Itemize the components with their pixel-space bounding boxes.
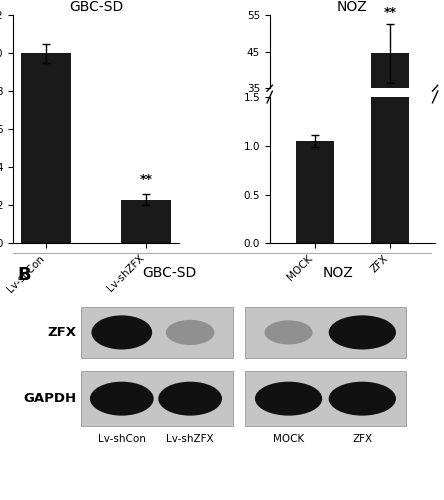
Bar bbox=[245, 371, 406, 426]
Ellipse shape bbox=[329, 382, 396, 416]
Bar bbox=[296, 141, 333, 244]
Bar bbox=[81, 308, 233, 358]
Bar bbox=[371, 54, 409, 216]
Text: MOCK: MOCK bbox=[273, 434, 304, 444]
Bar bbox=[371, 92, 409, 244]
Title: NOZ: NOZ bbox=[337, 0, 368, 14]
Bar bbox=[81, 371, 233, 426]
Text: **: ** bbox=[140, 174, 153, 186]
Text: ZFX: ZFX bbox=[352, 434, 373, 444]
Text: B: B bbox=[18, 266, 31, 284]
Ellipse shape bbox=[166, 320, 214, 345]
Text: ZFX: ZFX bbox=[48, 326, 77, 339]
Ellipse shape bbox=[265, 320, 313, 344]
Bar bbox=[245, 308, 406, 358]
Title: GBC-SD: GBC-SD bbox=[69, 0, 123, 14]
Ellipse shape bbox=[329, 316, 396, 350]
Text: Lv-shCon: Lv-shCon bbox=[98, 434, 146, 444]
Ellipse shape bbox=[158, 382, 222, 416]
Bar bbox=[21, 53, 71, 244]
Text: GBC-SD: GBC-SD bbox=[142, 266, 197, 280]
Text: NOZ: NOZ bbox=[323, 266, 353, 280]
Ellipse shape bbox=[255, 382, 322, 416]
Text: GAPDH: GAPDH bbox=[24, 392, 77, 405]
Text: **: ** bbox=[384, 6, 396, 18]
Ellipse shape bbox=[91, 316, 152, 350]
Ellipse shape bbox=[90, 382, 154, 416]
Bar bbox=[121, 200, 171, 244]
Text: Lv-shZFX: Lv-shZFX bbox=[166, 434, 214, 444]
